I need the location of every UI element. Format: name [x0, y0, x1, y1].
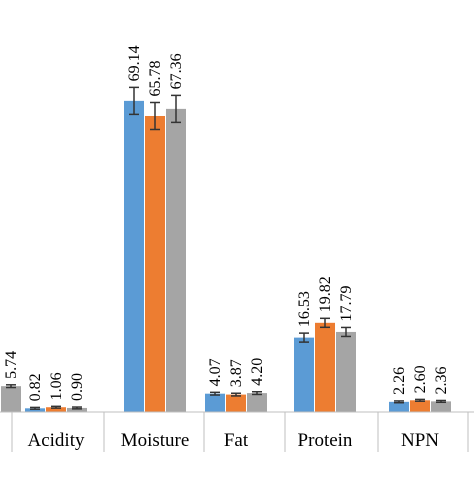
value-label: 5.74 [3, 351, 20, 379]
value-label: 16.53 [296, 291, 313, 327]
bar [336, 331, 356, 412]
x-axis [0, 411, 474, 452]
bar [226, 394, 246, 412]
value-label: 69.14 [126, 45, 143, 81]
bar [46, 407, 66, 412]
value-label: 4.07 [207, 358, 224, 386]
bar [431, 401, 451, 412]
value-label: 4.20 [249, 358, 266, 386]
value-label: 0.90 [69, 373, 86, 401]
bar [1, 386, 21, 412]
category-label: Fat [224, 430, 249, 451]
bar [294, 337, 314, 412]
value-label: 0.82 [27, 373, 44, 401]
bar [410, 400, 430, 412]
category-label: NPN [401, 430, 439, 451]
value-label: 1.06 [48, 372, 65, 400]
value-label: 17.79 [338, 285, 355, 321]
category-labels-layer: Acidity Moisture Fat Protein NPN [28, 430, 440, 451]
bar [315, 322, 335, 412]
category-label: Moisture [121, 430, 190, 451]
bar [389, 401, 409, 412]
bars-layer [1, 100, 451, 413]
bar [25, 408, 45, 412]
category-label: Acidity [28, 430, 85, 451]
bar [205, 393, 225, 412]
bar [145, 115, 165, 413]
bar [247, 393, 267, 412]
value-labels-layer: 0.82 69.14 4.07 16.53 2.26 1.06 65.78 3.87 19.82… [3, 45, 450, 401]
value-label: 19.82 [317, 276, 334, 312]
bar [124, 100, 144, 413]
value-label: 2.26 [391, 367, 408, 395]
value-label: 3.87 [228, 359, 245, 387]
value-label: 67.36 [168, 53, 185, 89]
value-label: 2.60 [412, 365, 429, 393]
value-label: 65.78 [147, 60, 164, 96]
value-label: 2.36 [433, 366, 450, 394]
error-bars-layer [6, 86, 446, 410]
category-label: Protein [298, 430, 353, 451]
bar [67, 407, 87, 412]
bar [166, 108, 186, 412]
